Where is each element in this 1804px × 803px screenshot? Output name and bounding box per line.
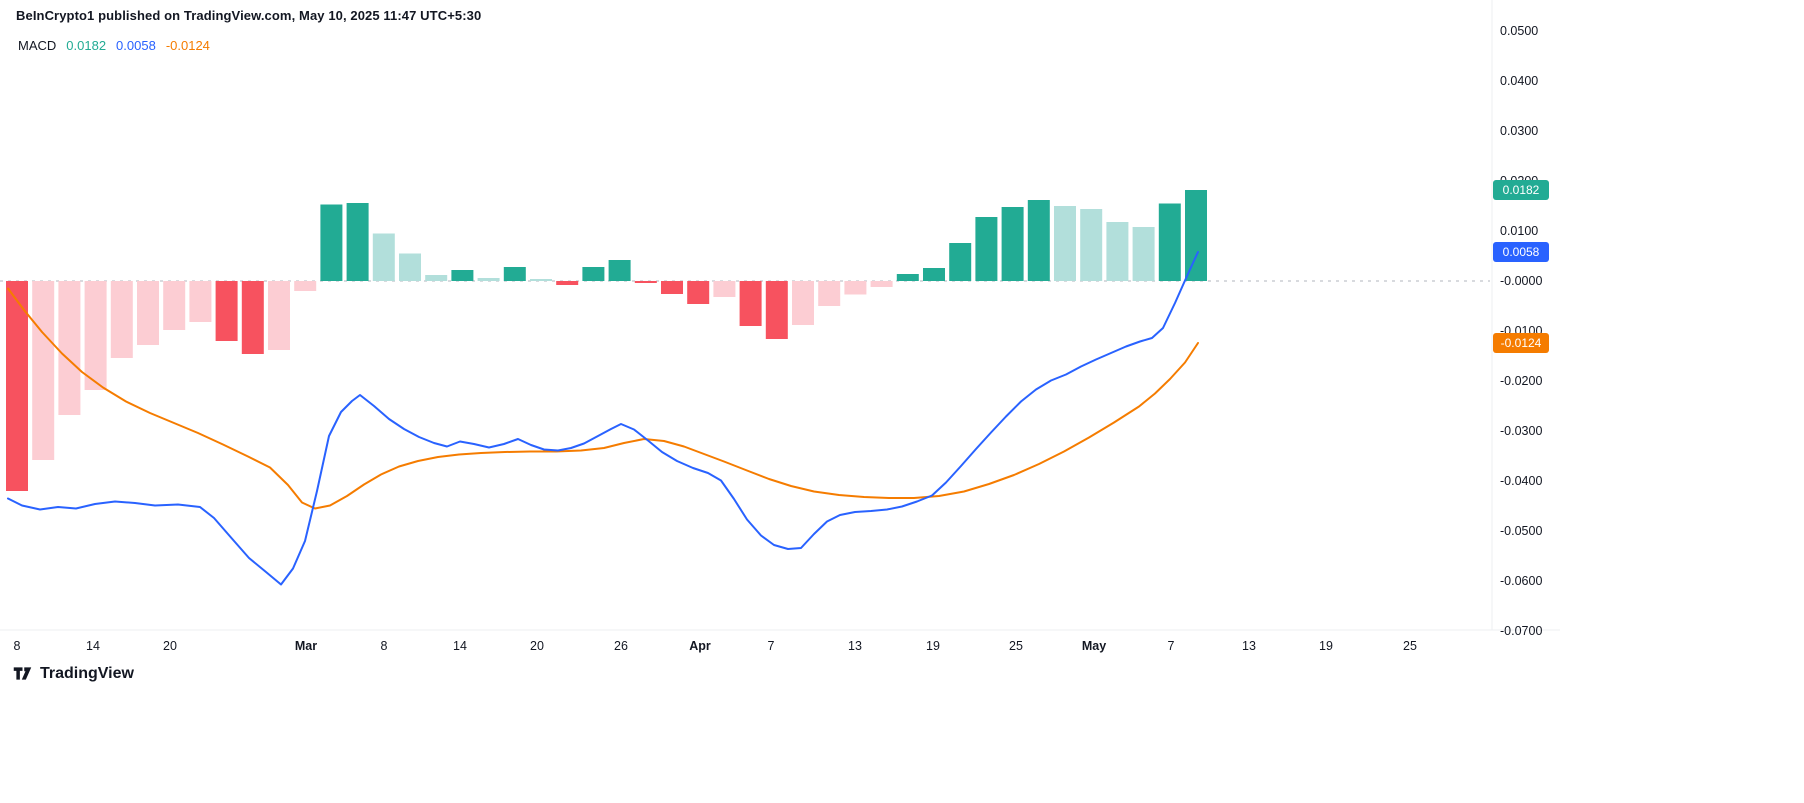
histogram-bar — [949, 243, 972, 281]
histogram-bar — [1080, 209, 1103, 281]
tradingview-logo-icon — [12, 663, 33, 684]
histogram-bar — [137, 281, 159, 345]
histogram-bar — [346, 203, 369, 281]
histogram-bar — [1027, 200, 1050, 281]
x-axis-label: 25 — [1009, 639, 1023, 653]
y-axis-label: 0.0500 — [1500, 24, 1538, 38]
histogram-bar — [215, 281, 238, 341]
y-axis-label: 0.0400 — [1500, 74, 1538, 88]
x-axis-label: 19 — [1319, 639, 1333, 653]
x-axis-label: 26 — [614, 639, 628, 653]
histogram-bar — [765, 281, 788, 339]
price-badge — [1493, 333, 1549, 353]
x-axis-label: 14 — [453, 639, 467, 653]
histogram-bar — [608, 260, 631, 281]
histogram-bar — [870, 281, 893, 287]
y-axis-label: -0.0200 — [1500, 374, 1542, 388]
x-axis-label: 7 — [768, 639, 775, 653]
histogram-bar — [687, 281, 710, 304]
chart-attribution: BeInCrypto1 published on TradingView.com… — [16, 8, 482, 23]
x-axis-label: May — [1082, 639, 1106, 653]
price-badge-label: 0.0058 — [1503, 245, 1540, 259]
histogram-bar — [189, 281, 212, 322]
histogram-bar — [32, 281, 55, 460]
x-axis-label: 20 — [163, 639, 177, 653]
x-axis-label: 8 — [381, 639, 388, 653]
x-axis-label: 19 — [926, 639, 940, 653]
x-axis-label: 13 — [848, 639, 862, 653]
y-axis-label: -0.0500 — [1500, 524, 1542, 538]
histogram-bar — [844, 281, 867, 295]
x-axis-label: 8 — [14, 639, 21, 653]
x-axis-label: Apr — [689, 639, 711, 653]
y-axis-label: 0.0300 — [1500, 124, 1538, 138]
price-badge — [1493, 242, 1549, 262]
x-axis-label: 14 — [86, 639, 100, 653]
histogram-bar — [975, 217, 998, 281]
histogram-bar — [739, 281, 762, 326]
histogram-bar — [84, 281, 107, 390]
x-axis-label: 20 — [530, 639, 544, 653]
histogram-bar — [923, 268, 945, 281]
price-badge — [1493, 180, 1549, 200]
histogram-bar — [241, 281, 264, 354]
signal-line — [7, 287, 1199, 510]
histogram-bar — [661, 281, 683, 294]
y-axis-label: -0.0700 — [1500, 624, 1542, 638]
histogram-bar — [1001, 207, 1024, 281]
y-axis-label: -0.0600 — [1500, 574, 1542, 588]
x-axis-label: 7 — [1168, 639, 1175, 653]
histogram-bar — [477, 278, 500, 281]
histogram-bar — [1158, 203, 1181, 281]
histogram-bar — [294, 281, 317, 291]
histogram-bar — [372, 233, 395, 281]
histogram-bar — [1054, 206, 1076, 281]
histogram-bar — [818, 281, 841, 306]
y-axis-label: 0.0100 — [1500, 224, 1538, 238]
y-axis-label: -0.0000 — [1500, 274, 1542, 288]
histogram-bar — [582, 267, 605, 281]
histogram-bar — [1132, 227, 1155, 281]
histogram-bar — [792, 281, 814, 325]
histogram-bar — [6, 281, 28, 491]
histogram-bar — [713, 281, 736, 297]
histogram-bar — [425, 275, 448, 281]
x-axis-label: 13 — [1242, 639, 1256, 653]
tradingview-footer[interactable]: TradingView — [12, 663, 134, 684]
histogram-bar — [1106, 222, 1129, 281]
histogram-bar — [399, 253, 421, 281]
histogram-bar — [1185, 190, 1207, 281]
histogram-bar — [110, 281, 133, 358]
y-axis-label: -0.0300 — [1500, 424, 1542, 438]
histogram-bar — [503, 267, 526, 281]
price-badge-label: -0.0124 — [1501, 336, 1542, 350]
price-badge-label: 0.0182 — [1503, 183, 1540, 197]
y-axis-label: -0.0400 — [1500, 474, 1542, 488]
histogram-bar — [556, 281, 579, 285]
histogram-bar — [268, 281, 290, 350]
macd-line — [7, 251, 1199, 586]
histogram-bar — [320, 204, 343, 281]
x-axis-label: Mar — [295, 639, 317, 653]
tradingview-brand: TradingView — [40, 664, 134, 682]
histogram-bar — [58, 281, 81, 415]
indicator-name: MACD — [18, 38, 57, 53]
histogram-bar — [530, 279, 552, 281]
histogram-bar — [634, 281, 657, 283]
macd-line-value: 0.0058 — [116, 38, 156, 53]
macd-legend: MACD 0.0182 0.0058 -0.0124 — [18, 38, 210, 53]
histogram-bar — [896, 274, 919, 281]
histogram-bar — [451, 270, 474, 281]
x-axis-label: 25 — [1403, 639, 1417, 653]
signal-line-value: -0.0124 — [165, 38, 210, 53]
histogram-bar — [163, 281, 186, 330]
histogram-value: 0.0182 — [66, 38, 107, 53]
